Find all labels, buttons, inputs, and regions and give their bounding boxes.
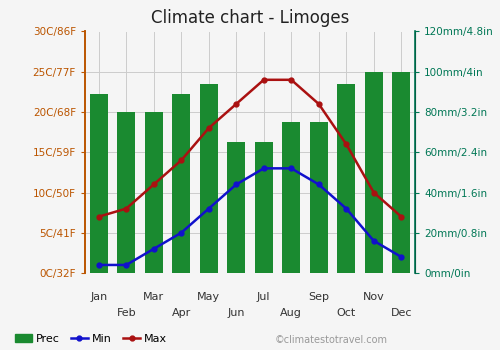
- Text: Jan: Jan: [90, 293, 108, 302]
- Bar: [90, 94, 108, 273]
- Legend: Prec, Min, Max: Prec, Min, Max: [10, 329, 172, 348]
- Text: Aug: Aug: [280, 308, 302, 318]
- Bar: [118, 112, 135, 273]
- Bar: [392, 72, 410, 273]
- Text: Jun: Jun: [228, 308, 245, 318]
- Text: Dec: Dec: [390, 308, 412, 318]
- Bar: [145, 112, 162, 273]
- Bar: [338, 84, 355, 273]
- Text: May: May: [197, 293, 220, 302]
- Text: Apr: Apr: [172, 308, 191, 318]
- Bar: [282, 122, 300, 273]
- Text: Mar: Mar: [143, 293, 165, 302]
- Bar: [172, 94, 190, 273]
- Text: Feb: Feb: [116, 308, 136, 318]
- Text: Jul: Jul: [257, 293, 270, 302]
- Text: Sep: Sep: [308, 293, 329, 302]
- Bar: [255, 142, 272, 273]
- Text: Nov: Nov: [363, 293, 384, 302]
- Bar: [228, 142, 245, 273]
- Text: Oct: Oct: [336, 308, 356, 318]
- Bar: [200, 84, 218, 273]
- Bar: [310, 122, 328, 273]
- Bar: [365, 72, 382, 273]
- Title: Climate chart - Limoges: Climate chart - Limoges: [151, 9, 349, 27]
- Text: ©climatestotravel.com: ©climatestotravel.com: [275, 335, 388, 345]
